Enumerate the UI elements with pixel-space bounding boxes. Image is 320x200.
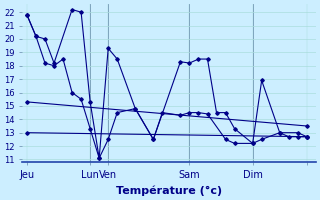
X-axis label: Température (°c): Température (°c)	[116, 185, 222, 196]
